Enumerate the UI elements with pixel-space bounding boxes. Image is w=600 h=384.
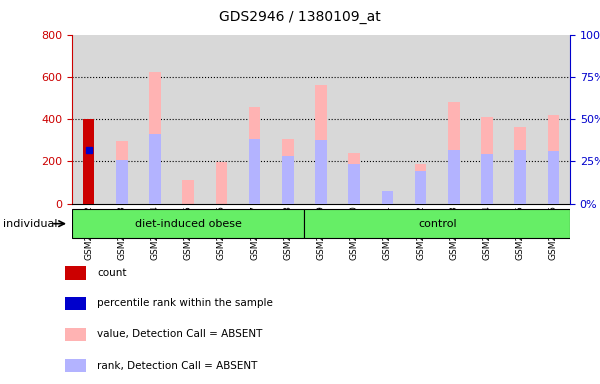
- Bar: [448, 150, 460, 204]
- Bar: [205, 35, 238, 204]
- Bar: [249, 139, 260, 204]
- Bar: [349, 164, 360, 204]
- Bar: [315, 140, 327, 204]
- Bar: [72, 35, 105, 204]
- Bar: [537, 35, 570, 204]
- Text: diet-induced obese: diet-induced obese: [135, 218, 242, 229]
- Text: count: count: [97, 268, 127, 278]
- Bar: [448, 102, 460, 204]
- Bar: [415, 164, 427, 204]
- Bar: [481, 154, 493, 204]
- Text: value, Detection Call = ABSENT: value, Detection Call = ABSENT: [97, 329, 262, 339]
- Bar: [65, 328, 86, 341]
- Bar: [238, 35, 271, 204]
- Bar: [215, 162, 227, 204]
- Text: control: control: [418, 218, 457, 229]
- Text: individual: individual: [3, 218, 58, 229]
- Bar: [514, 127, 526, 204]
- Bar: [548, 151, 559, 204]
- FancyBboxPatch shape: [304, 209, 570, 238]
- Bar: [172, 35, 205, 204]
- Bar: [304, 35, 338, 204]
- Bar: [139, 35, 172, 204]
- Bar: [481, 117, 493, 204]
- Bar: [503, 35, 537, 204]
- Bar: [65, 296, 86, 310]
- Bar: [271, 35, 304, 204]
- Bar: [371, 35, 404, 204]
- Bar: [282, 156, 293, 204]
- Bar: [83, 119, 94, 204]
- Bar: [116, 141, 128, 204]
- Bar: [149, 71, 161, 204]
- Bar: [437, 35, 470, 204]
- Bar: [404, 35, 437, 204]
- Bar: [116, 160, 128, 204]
- Bar: [338, 35, 371, 204]
- Bar: [65, 266, 86, 280]
- Text: GDS2946 / 1380109_at: GDS2946 / 1380109_at: [219, 10, 381, 23]
- Bar: [470, 35, 503, 204]
- FancyBboxPatch shape: [72, 209, 304, 238]
- Bar: [182, 180, 194, 204]
- Bar: [415, 171, 427, 204]
- Bar: [149, 134, 161, 204]
- Bar: [105, 35, 139, 204]
- Text: rank, Detection Call = ABSENT: rank, Detection Call = ABSENT: [97, 361, 257, 371]
- Bar: [315, 85, 327, 204]
- Bar: [349, 153, 360, 204]
- Bar: [514, 150, 526, 204]
- Bar: [548, 115, 559, 204]
- Text: percentile rank within the sample: percentile rank within the sample: [97, 298, 273, 308]
- Bar: [249, 108, 260, 204]
- Bar: [282, 139, 293, 204]
- Bar: [65, 359, 86, 372]
- Bar: [382, 191, 393, 204]
